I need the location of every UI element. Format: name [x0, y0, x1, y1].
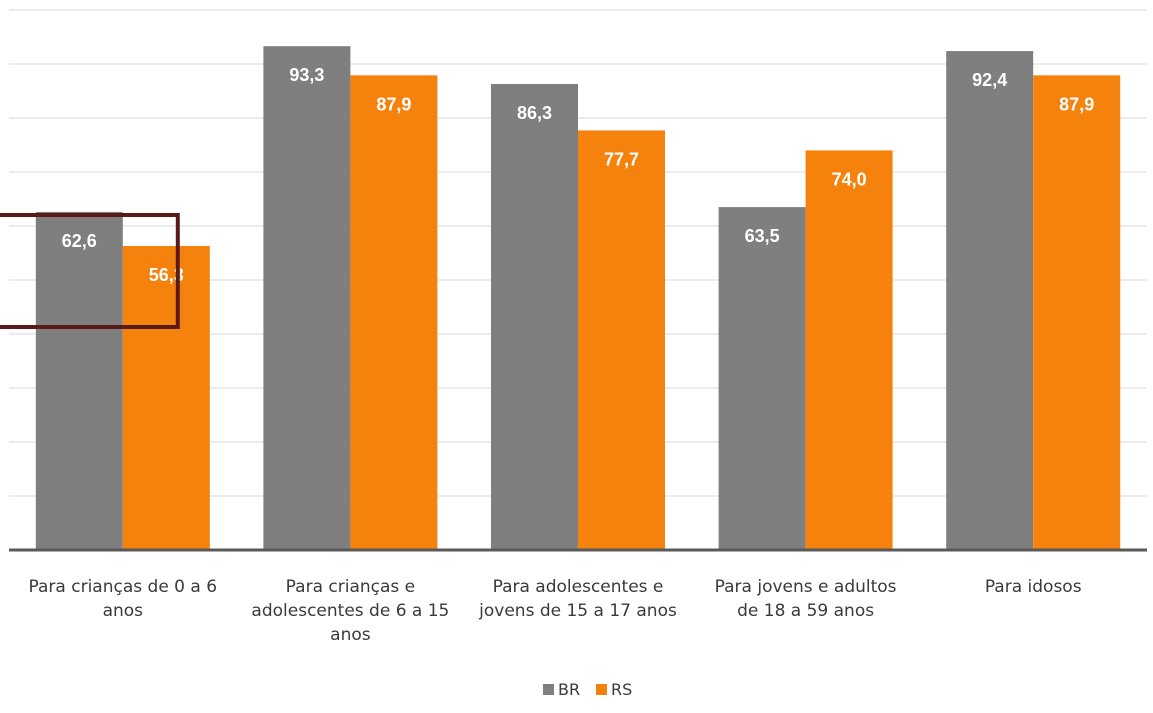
bar-br: [718, 207, 806, 550]
category-labels: Para crianças de 0 a 6 anos Para crianças …: [29, 577, 1082, 645]
bar-br: [35, 211, 123, 550]
x-tick-label: anos: [103, 601, 144, 621]
bar-rs: [350, 75, 438, 550]
legend-swatch-br: [543, 684, 554, 695]
x-tick-label: Para adolescentes e: [493, 577, 664, 597]
bars: [35, 46, 1121, 551]
value-labels: 62,6 56,3 93,3 87,9 86,3 77,7 63,5 74,0 92,4 87,9: [62, 65, 1094, 285]
legend-swatch-rs: [596, 684, 607, 695]
x-tick-label: adolescentes de 6 a 15: [251, 601, 449, 621]
data-label: 93,3: [289, 65, 324, 85]
data-label: 87,9: [376, 94, 411, 114]
legend-label-rs: RS: [611, 680, 632, 699]
x-tick-label: Para idosos: [985, 577, 1082, 597]
data-label: 86,3: [517, 103, 552, 123]
x-tick-label: de 18 a 59 anos: [737, 601, 874, 621]
data-label: 87,9: [1059, 94, 1094, 114]
highlight-box: [0, 213, 180, 329]
data-label: 92,4: [972, 70, 1007, 90]
bar-rs: [578, 130, 665, 551]
data-label: 62,6: [62, 231, 97, 251]
data-label: 63,5: [745, 226, 780, 246]
bar-rs: [122, 245, 210, 551]
x-tick-label: anos: [330, 625, 371, 645]
bar-br: [946, 51, 1034, 550]
legend: BR RS: [543, 680, 632, 699]
x-tick-label: Para crianças e: [286, 577, 415, 597]
data-label: 77,7: [604, 149, 639, 169]
legend-label-br: BR: [558, 680, 580, 699]
data-label: 56,3: [149, 265, 184, 285]
x-tick-label: Para crianças de 0 a 6: [29, 577, 218, 597]
data-label: 74,0: [832, 169, 867, 189]
x-tick-label: jovens de 15 a 17 anos: [478, 601, 677, 621]
bar-br: [263, 46, 351, 551]
bar-rs: [805, 150, 893, 550]
x-tick-label: Para jovens e adultos: [715, 577, 897, 597]
bar-rs: [1033, 75, 1121, 550]
bar-br: [491, 83, 578, 550]
